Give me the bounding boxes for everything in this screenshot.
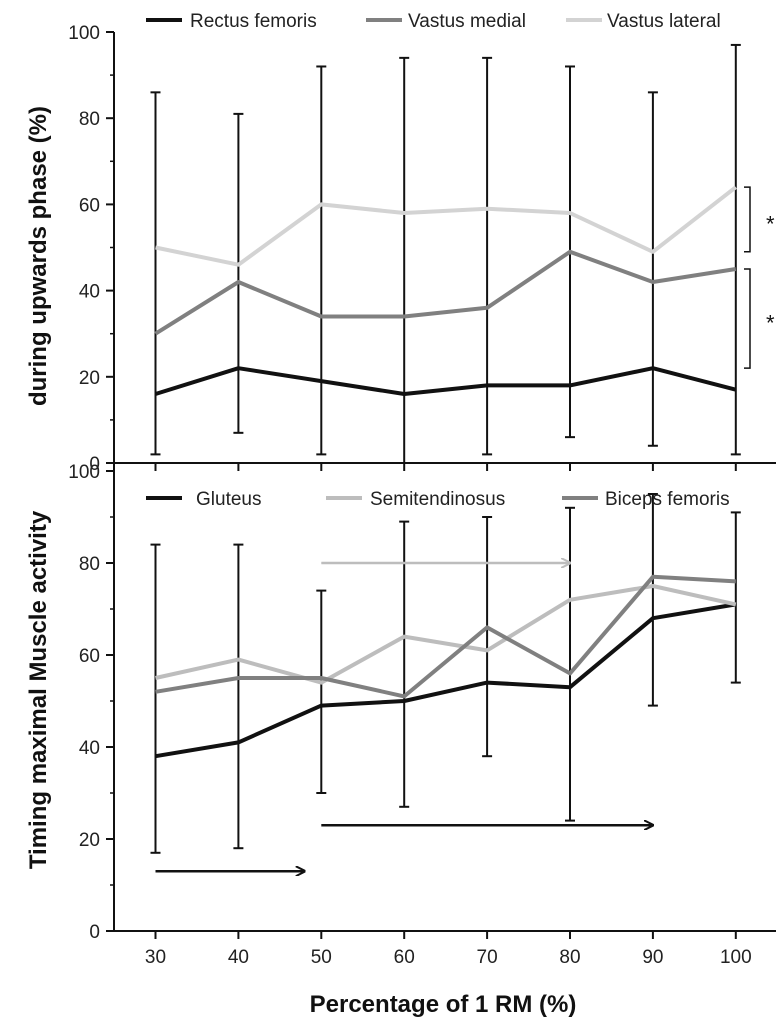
x-tick-label-100: 100 (720, 947, 752, 968)
significance-bracket-1 (744, 268, 751, 369)
series-line-rectus-femoris (154, 366, 737, 396)
series-line-semitendinosus (155, 584, 737, 685)
x-axis-title: Percentage of 1 RM (%) (310, 991, 577, 1018)
x-tick-label-80: 80 (559, 947, 580, 968)
y-tick-label-bottom-0: 0 (89, 922, 100, 943)
y-tick-label-top-20: 20 (79, 368, 100, 389)
y-tick-label-top-60: 60 (79, 195, 100, 216)
significance-star-0: * (766, 211, 775, 236)
legend-label-semitendinosus: Semitendinosus (370, 489, 505, 510)
y-tick-label-bottom-40: 40 (79, 738, 100, 759)
x-tick-label-90: 90 (642, 947, 663, 968)
x-tick-label-40: 40 (228, 947, 249, 968)
series-line-biceps-femoris (155, 574, 736, 699)
significance-star-1: * (766, 311, 775, 336)
y-tick-label-bottom-100: 100 (68, 462, 100, 483)
legend-label-rectus-femoris: Rectus femoris (190, 11, 317, 32)
y-tick-label-top-0: 0 (89, 454, 100, 475)
y-axis-title-top: during upwards phase (%) (25, 106, 52, 406)
legend-label-vastus-medial: Vastus medial (408, 11, 526, 32)
x-tick-label-60: 60 (394, 947, 415, 968)
y-tick-label-top-40: 40 (79, 282, 100, 303)
series-line-vastus-medial (154, 249, 737, 336)
x-tick-label-30: 30 (145, 947, 166, 968)
y-tick-label-bottom-20: 20 (79, 830, 100, 851)
significance-bracket-0 (744, 186, 751, 253)
legend-label-gluteus: Gluteus (196, 489, 261, 510)
y-tick-label-bottom-60: 60 (79, 646, 100, 667)
legend-label-vastus-lateral: Vastus lateral (607, 11, 721, 32)
x-tick-label-70: 70 (477, 947, 498, 968)
y-axis-title-bottom: Timing maximal Muscle activity (25, 510, 52, 869)
x-tick-label-50: 50 (311, 947, 332, 968)
y-tick-label-top-80: 80 (79, 109, 100, 130)
y-tick-label-bottom-80: 80 (79, 554, 100, 575)
series-line-gluteus (155, 602, 737, 759)
series-line-vastus-lateral (155, 185, 738, 267)
y-tick-label-top-100: 100 (68, 23, 100, 44)
legend-label-biceps-femoris: Biceps femoris (605, 489, 730, 510)
